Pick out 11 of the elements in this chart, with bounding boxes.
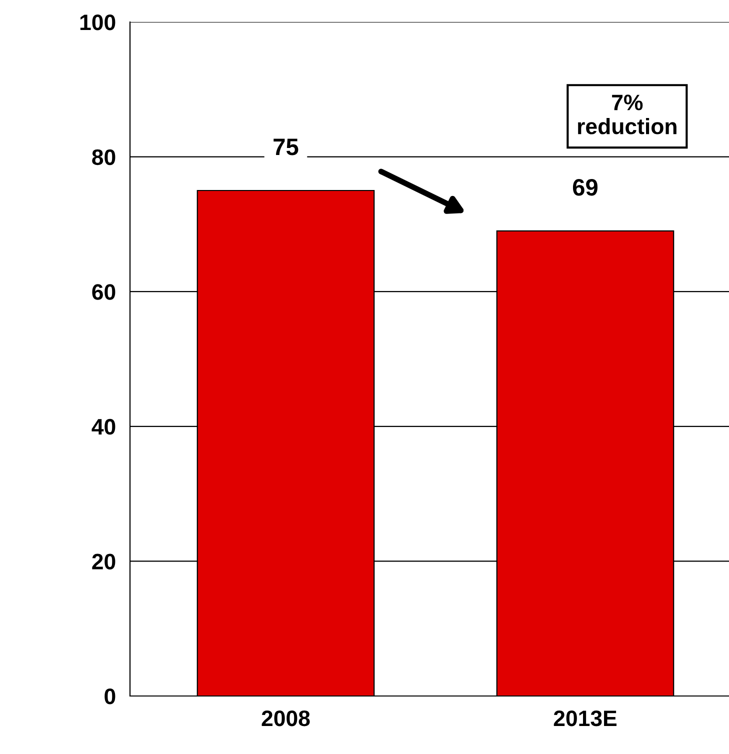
annotation: 7% reduction bbox=[578, 94, 676, 134]
y-tick-label: 60 bbox=[92, 284, 116, 300]
y-tick-label: 80 bbox=[92, 149, 116, 166]
x-tick-label: 2008 bbox=[262, 710, 310, 726]
x-tick-label: 2013E bbox=[554, 710, 617, 726]
y-tick-label: 0 bbox=[104, 688, 116, 704]
y-tick-label: 40 bbox=[92, 418, 116, 435]
y-tick-label: 20 bbox=[92, 554, 116, 570]
y-tick-label: 100 bbox=[80, 14, 116, 30]
data-label: 69 bbox=[572, 179, 598, 196]
data-label: 75 bbox=[274, 138, 298, 156]
